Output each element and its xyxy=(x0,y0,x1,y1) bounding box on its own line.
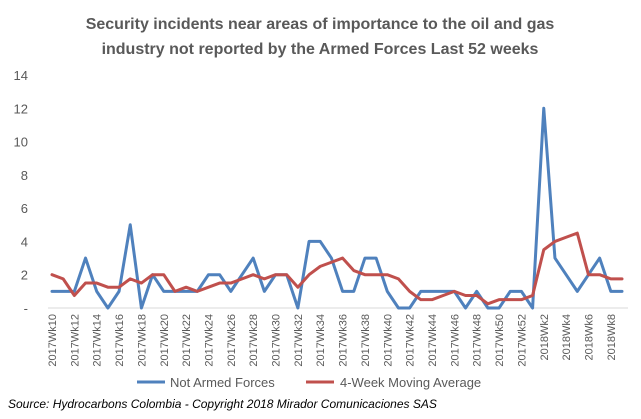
x-tick-label: 2017Wk12 xyxy=(69,314,81,367)
y-tick-label: 14 xyxy=(14,68,28,83)
x-tick-label: 2017Wk20 xyxy=(159,314,171,367)
legend-label-not-armed-forces: Not Armed Forces xyxy=(170,375,275,390)
x-tick-label: 2017Wk30 xyxy=(271,314,283,367)
series-line-moving-average xyxy=(50,231,624,306)
x-tick-label: 2018Wk8 xyxy=(606,314,618,360)
x-tick-label: 2017Wk32 xyxy=(293,314,305,367)
x-tick-label: 2017Wk14 xyxy=(92,314,104,367)
chart-title-line-2: industry not reported by the Armed Force… xyxy=(102,41,539,58)
x-tick-label: 2017Wk34 xyxy=(315,314,327,367)
x-tick-label: 2018Wk4 xyxy=(561,314,573,360)
legend-label-moving-average: 4-Week Moving Average xyxy=(340,375,481,390)
x-tick-label: 2017Wk16 xyxy=(114,314,126,367)
y-tick-label: 4 xyxy=(21,234,28,249)
x-tick-label: 2017Wk22 xyxy=(181,314,193,367)
x-tick-label: 2017Wk44 xyxy=(427,314,439,367)
x-tick-label: 2017Wk28 xyxy=(248,314,260,367)
y-tick-label: 12 xyxy=(14,101,28,116)
x-tick-label: 2017Wk24 xyxy=(203,314,215,367)
x-tick-label: 2017Wk52 xyxy=(516,314,528,367)
x-tick-label: 2017Wk40 xyxy=(382,314,394,367)
y-tick-label: - xyxy=(24,301,28,316)
x-tick-label: 2017Wk10 xyxy=(47,314,59,367)
y-tick-label: 6 xyxy=(21,201,28,216)
y-axis: - 2 4 6 8 10 12 14 xyxy=(14,68,28,316)
x-tick-label: 2017Wk50 xyxy=(494,314,506,367)
chart-title-line-1: Security incidents near areas of importa… xyxy=(86,16,555,33)
source-note: Source: Hydrocarbons Colombia - Copyrigh… xyxy=(8,397,437,411)
series-line-not-armed-forces xyxy=(50,106,624,310)
x-tick-label: 2017Wk36 xyxy=(338,314,350,367)
x-tick-label: 2017Wk26 xyxy=(226,314,238,367)
y-tick-label: 10 xyxy=(14,135,28,150)
x-tick-label: 2018Wk6 xyxy=(583,314,595,360)
x-tick-label: 2017Wk18 xyxy=(136,314,148,367)
series-group xyxy=(50,106,624,310)
y-tick-label: 8 xyxy=(21,168,28,183)
legend: Not Armed Forces 4-Week Moving Average xyxy=(137,375,481,390)
y-tick-label: 2 xyxy=(21,268,28,283)
x-axis: 2017Wk10 2017Wk12 2017Wk14 2017Wk16 2017Wk18… xyxy=(47,314,618,367)
x-tick-label: 2017Wk48 xyxy=(472,314,484,367)
x-tick-label: 2018Wk2 xyxy=(539,314,551,360)
x-tick-label: 2017Wk42 xyxy=(405,314,417,367)
x-tick-label: 2017Wk38 xyxy=(360,314,372,367)
x-tick-label: 2017Wk46 xyxy=(449,314,461,367)
